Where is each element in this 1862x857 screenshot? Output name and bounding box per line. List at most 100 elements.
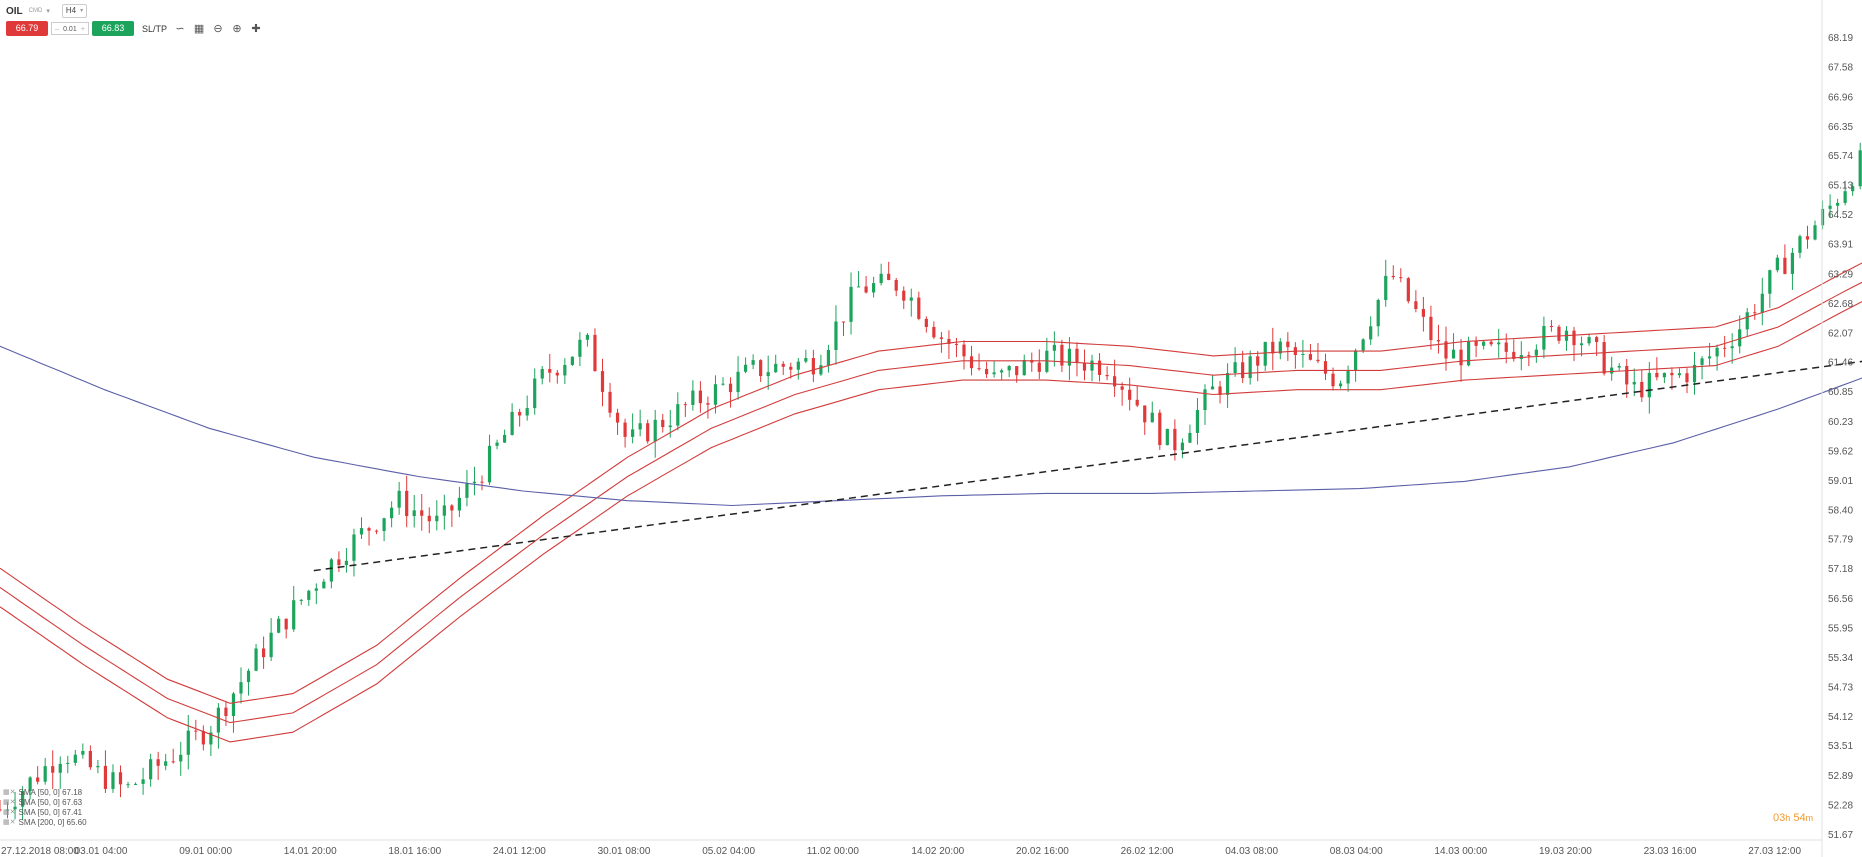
legend-entry[interactable]: ▦✕ SMA [200, 0] 65.60 bbox=[3, 818, 87, 828]
plus-icon[interactable]: + bbox=[80, 26, 85, 33]
countdown-hour-unit: h bbox=[1785, 813, 1791, 823]
candle-bullish bbox=[28, 777, 32, 791]
candle-bearish bbox=[1399, 277, 1403, 279]
legend-value: 67.63 bbox=[62, 798, 83, 807]
legend-name: SMA [200, 0] bbox=[18, 818, 65, 827]
candle-bearish bbox=[118, 772, 123, 785]
x-tick-label: 03.01 04:00 bbox=[75, 846, 128, 857]
candle-bearish bbox=[405, 490, 409, 517]
candle-bullish bbox=[819, 365, 823, 375]
y-tick-label: 62.68 bbox=[1828, 299, 1853, 310]
candle-bearish bbox=[518, 411, 522, 416]
settings-icon[interactable]: ▦✕ bbox=[3, 799, 16, 806]
chevron-down-icon: ▾ bbox=[80, 8, 84, 14]
candle-bullish bbox=[390, 507, 394, 519]
candle-bearish bbox=[902, 290, 906, 301]
candle-bearish bbox=[1173, 428, 1177, 451]
candle-bullish bbox=[736, 371, 740, 393]
candle-bullish bbox=[1376, 299, 1380, 327]
legend-value: 65.60 bbox=[66, 818, 87, 827]
candle-bearish bbox=[51, 766, 55, 773]
legend-entry[interactable]: ▦✕ SMA [50, 0] 67.63 bbox=[3, 798, 87, 808]
candle-bearish bbox=[156, 759, 160, 766]
candle-bullish bbox=[465, 483, 469, 498]
candle-bullish bbox=[239, 682, 243, 694]
candles-icon[interactable]: ▦ bbox=[193, 23, 205, 35]
trendline-dashed[interactable] bbox=[313, 110, 1862, 572]
zoom-in-icon[interactable]: ⊕ bbox=[232, 23, 242, 35]
candle-bullish bbox=[1798, 236, 1802, 253]
candle-bearish bbox=[1429, 316, 1433, 341]
candle-bearish bbox=[1723, 347, 1727, 349]
candle-bullish bbox=[352, 534, 356, 561]
market-label: CMD bbox=[28, 8, 43, 14]
y-tick-label: 63.29 bbox=[1828, 269, 1853, 280]
y-tick-label: 57.79 bbox=[1828, 535, 1853, 546]
candle-bearish bbox=[864, 286, 868, 293]
candle-bearish bbox=[548, 369, 552, 373]
candle-bullish bbox=[796, 361, 800, 370]
candle-bearish bbox=[1323, 361, 1328, 374]
candle-bullish bbox=[495, 442, 499, 446]
x-tick-label: 14.02 20:00 bbox=[911, 846, 964, 857]
candle-bullish bbox=[307, 590, 311, 600]
candle-bullish bbox=[774, 363, 778, 373]
candle-countdown: 03h 54m bbox=[1773, 812, 1813, 824]
candle-bullish bbox=[13, 806, 17, 810]
settings-icon[interactable]: ▦✕ bbox=[3, 789, 16, 796]
candle-bearish bbox=[1135, 399, 1139, 406]
candle-bullish bbox=[1052, 344, 1056, 351]
y-tick-label: 53.51 bbox=[1828, 741, 1853, 752]
candle-bearish bbox=[201, 730, 205, 745]
candle-bearish bbox=[984, 368, 989, 375]
candle-bullish bbox=[1482, 341, 1486, 346]
timeframe-select[interactable]: H4 ▾ bbox=[61, 4, 88, 18]
candle-bearish bbox=[1474, 341, 1478, 346]
sl-tp-button[interactable]: SL/TP bbox=[142, 23, 168, 34]
legend-entry[interactable]: ▦✕ SMA [50, 0] 67.41 bbox=[3, 808, 87, 818]
volume-stepper[interactable]: – 0.01 + bbox=[51, 22, 89, 35]
candle-bearish bbox=[811, 358, 815, 375]
candle-bullish bbox=[676, 404, 680, 426]
legend-name: SMA [50, 0] bbox=[18, 788, 60, 797]
minus-icon[interactable]: – bbox=[55, 26, 59, 33]
candle-bullish bbox=[1369, 326, 1373, 340]
candle-bullish bbox=[1451, 349, 1456, 359]
candle-bearish bbox=[1113, 376, 1117, 387]
candle-bearish bbox=[962, 344, 966, 357]
y-tick-label: 63.91 bbox=[1828, 239, 1853, 250]
settings-icon[interactable]: ▦✕ bbox=[3, 809, 16, 816]
candle-bearish bbox=[1105, 375, 1109, 377]
chevron-down-icon[interactable]: ▾ bbox=[46, 8, 50, 15]
candle-bearish bbox=[1557, 326, 1561, 341]
candle-bearish bbox=[367, 528, 371, 531]
candle-bullish bbox=[525, 408, 529, 416]
symbol-label[interactable]: OIL bbox=[6, 5, 23, 17]
candle-bearish bbox=[103, 765, 108, 789]
candle-bullish bbox=[631, 429, 635, 437]
zoom-out-icon[interactable]: ⊖ bbox=[213, 23, 223, 35]
candle-bullish bbox=[1820, 208, 1825, 226]
candle-bullish bbox=[510, 411, 514, 435]
candle-bearish bbox=[917, 297, 921, 319]
candle-bullish bbox=[457, 497, 462, 511]
candle-bullish bbox=[1760, 293, 1764, 313]
candle-bullish bbox=[743, 364, 748, 372]
candle-bearish bbox=[1128, 389, 1132, 400]
candle-bullish bbox=[1790, 252, 1795, 274]
x-tick-label: 04.03 08:00 bbox=[1225, 846, 1278, 857]
candle-bearish bbox=[194, 730, 198, 732]
sell-button[interactable]: 66.79 bbox=[6, 21, 48, 36]
candle-bullish bbox=[766, 372, 770, 377]
legend-entry[interactable]: ▦✕ SMA [50, 0] 67.18 bbox=[3, 788, 87, 798]
settings-icon[interactable]: ▦✕ bbox=[3, 819, 16, 826]
candle-bullish bbox=[382, 518, 386, 532]
crosshair-icon[interactable]: ✚ bbox=[251, 23, 261, 35]
y-tick-label: 59.62 bbox=[1828, 446, 1853, 457]
buy-button[interactable]: 66.83 bbox=[92, 21, 134, 36]
line-chart-icon[interactable]: ∽ bbox=[175, 23, 185, 35]
candle-bullish bbox=[879, 273, 883, 284]
x-tick-label: 08.03 04:00 bbox=[1330, 846, 1383, 857]
candle-bearish bbox=[261, 648, 266, 658]
